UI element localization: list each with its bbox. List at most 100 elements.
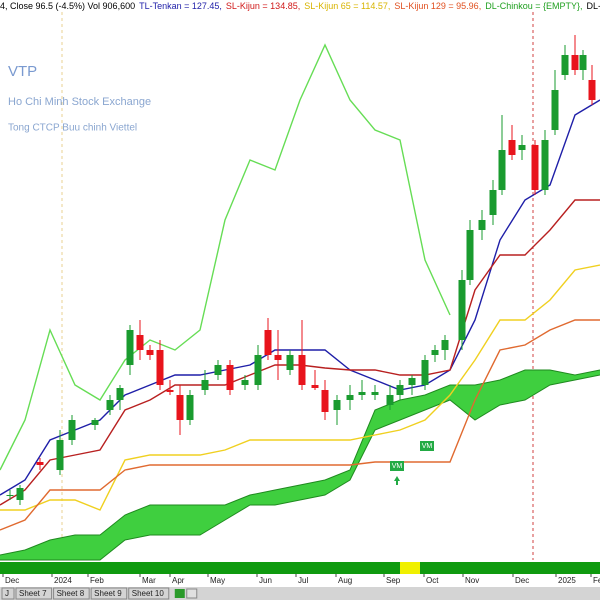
indicator-line (0, 99, 600, 496)
indicator-line (0, 43, 451, 471)
status-highlight (400, 562, 420, 574)
candle-body (333, 400, 341, 410)
sheet-tab-label[interactable]: Sheet 10 (132, 589, 165, 598)
x-tick-label: Feb (593, 576, 600, 585)
candle-body (201, 380, 209, 390)
x-tick-label: 2024 (54, 576, 72, 585)
candle-body (226, 365, 234, 390)
candle-body (358, 392, 366, 395)
plot: VM VM (0, 35, 600, 561)
cloud-span (0, 374, 600, 561)
x-tick-label: Mar (142, 576, 156, 585)
candle-body (561, 55, 569, 75)
sheet-tab[interactable] (90, 587, 128, 600)
tabs: J Sheet 7 Sheet 8 Sheet 9 Sheet 10 (1, 587, 198, 600)
candle-body (286, 355, 294, 370)
candle-body (321, 390, 329, 412)
candle-body (146, 350, 154, 355)
x-tick-label: May (210, 576, 225, 585)
header-item: TL-Tenkan = 127.45, (139, 1, 222, 11)
header: 4, Close 96.5 (-4.5%) Vol 906,600 TL-Tenk… (0, 1, 600, 11)
candle-body (371, 392, 379, 395)
candle-body (186, 395, 194, 420)
sheet-tab-label[interactable]: Sheet 9 (94, 589, 122, 598)
candle-body (458, 280, 466, 340)
candle-body (531, 145, 539, 190)
header-item: SL-Kijun = 134.85, (226, 1, 300, 11)
cloud-fill (0, 370, 600, 560)
x-tick-label: Dec (515, 576, 529, 585)
candle-body (518, 145, 526, 150)
sheet-tab[interactable] (15, 587, 53, 600)
candle-body (156, 350, 164, 385)
candle-body (489, 190, 497, 215)
header-item: SL-Kijun 129 = 95.96, (394, 1, 481, 11)
candle-body (136, 335, 144, 350)
symbol: VTP (8, 63, 37, 80)
candle-body (579, 55, 587, 70)
candle-body (466, 230, 474, 280)
tab-bar (0, 587, 600, 600)
nav-button[interactable] (186, 588, 198, 599)
x-tick-label: Aug (338, 576, 352, 585)
candle-body (298, 355, 306, 385)
candle-body (274, 355, 282, 360)
candle-body (68, 420, 76, 440)
candle-body (508, 140, 516, 155)
signal-box (390, 461, 404, 471)
candle-body (588, 80, 596, 100)
x-tick-label: Jun (259, 576, 272, 585)
candle-body (498, 150, 506, 190)
candle-body (241, 380, 249, 385)
header-item: DL-Chinkou 1 = {EMPTY (587, 1, 600, 11)
candle-body (541, 140, 549, 190)
signal-box (420, 441, 434, 451)
header-item: 4, Close 96.5 (-4.5%) Vol 906,600 (0, 1, 135, 11)
exchange: Ho Chi Minh Stock Exchange (8, 96, 151, 108)
x-tick-label: 2025 (558, 576, 576, 585)
indicator-line (0, 319, 600, 531)
sheet-tab-label[interactable]: J (5, 589, 9, 598)
candle-body (91, 420, 99, 425)
candle-body (176, 395, 184, 420)
cloud-span (0, 369, 600, 556)
candle-body (478, 220, 486, 230)
candle-body (166, 390, 174, 392)
status-bar (0, 562, 600, 574)
candle-body (311, 385, 319, 388)
candle-body (116, 388, 124, 400)
candle-body (346, 395, 354, 400)
candle-body (16, 488, 24, 500)
candle-body (6, 495, 14, 496)
sheet-tab[interactable] (128, 587, 170, 600)
candle-body (386, 395, 394, 405)
sheet-tab[interactable] (53, 587, 90, 600)
x-tick-label: Sep (386, 576, 401, 585)
x-tick-label: Dec (5, 576, 19, 585)
signal-label: VM (392, 463, 403, 470)
candle-body (56, 440, 64, 470)
nav-button[interactable] (174, 589, 185, 598)
sheet-tab[interactable] (1, 587, 15, 600)
candle-body (214, 365, 222, 375)
x-tick-label: Jul (298, 576, 308, 585)
sheet-tab-label[interactable]: Sheet 8 (57, 589, 85, 598)
header-item: DL-Chinkou = {EMPTY}, (485, 1, 582, 11)
candle-body (254, 355, 262, 385)
sheet-tab-label[interactable]: Sheet 7 (19, 589, 47, 598)
candle-body (36, 462, 44, 465)
candle-body (106, 400, 114, 410)
company: Tong CTCP Buu chinh Viettel (8, 123, 137, 134)
candle-body (408, 378, 416, 385)
candle-body (421, 360, 429, 385)
indicator-line (0, 264, 600, 511)
x-tick-label: Nov (465, 576, 479, 585)
candle-body (551, 90, 559, 130)
x-tick-label: Oct (426, 576, 439, 585)
x-tick-label: Feb (90, 576, 104, 585)
candle-body (571, 55, 579, 70)
candle-body (431, 350, 439, 355)
